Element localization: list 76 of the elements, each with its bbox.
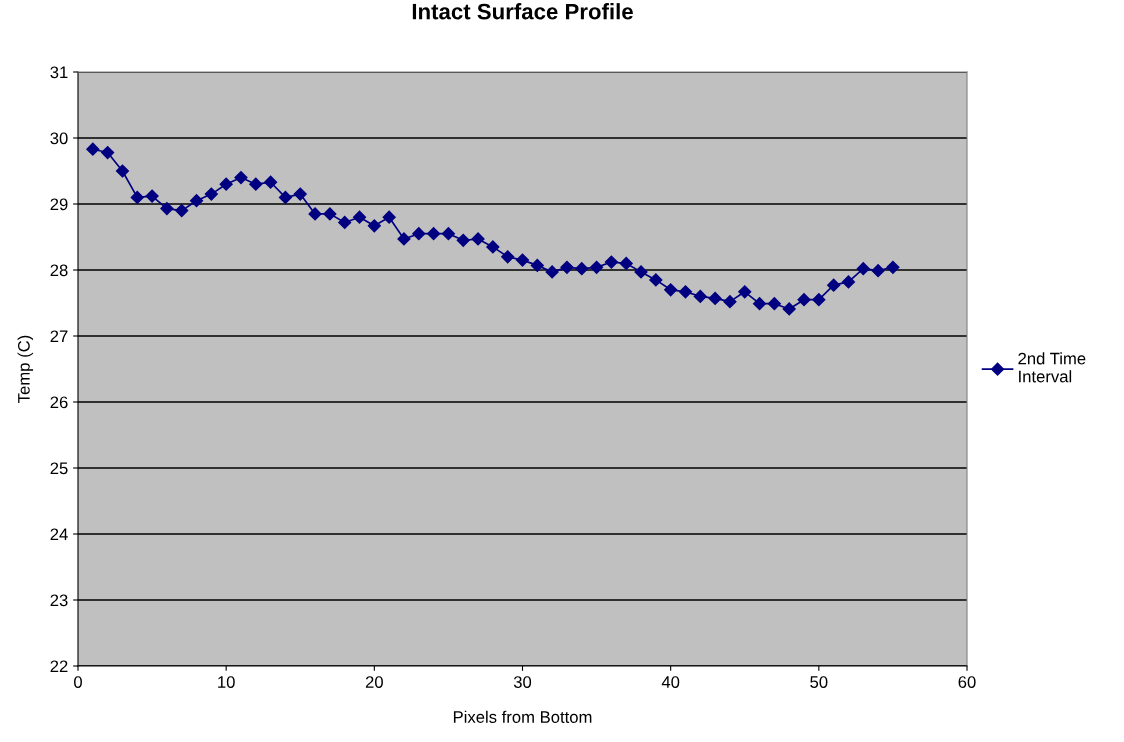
point (752, 297, 767, 311)
point (545, 265, 559, 279)
point (604, 255, 618, 269)
x-tick-label: 30 (513, 676, 532, 688)
x-tick-label: 0 (74, 676, 82, 688)
y-tick-label: 26 (50, 396, 68, 409)
point (323, 207, 337, 221)
point (619, 256, 633, 270)
y-tick-label: 30 (50, 132, 68, 145)
x-axis-title: Pixels from Bottom (453, 710, 592, 723)
point (219, 177, 233, 191)
point (264, 175, 278, 189)
point (678, 285, 693, 299)
point (204, 187, 218, 201)
point (249, 177, 263, 191)
y-tick-label: 22 (50, 660, 68, 673)
point (501, 250, 515, 264)
y-tick-label: 31 (50, 66, 68, 79)
point (471, 232, 485, 246)
point (189, 194, 204, 208)
point (530, 258, 544, 272)
x-tick-label: 50 (810, 676, 828, 688)
legend-label: 2nd Time Interval (1018, 352, 1086, 383)
point (427, 227, 441, 241)
point (515, 253, 530, 267)
y-tick-label: 23 (50, 594, 68, 607)
point (767, 297, 781, 311)
point (308, 207, 322, 221)
point (723, 295, 737, 309)
point (782, 302, 796, 316)
point (382, 210, 396, 224)
point (160, 202, 174, 216)
point (664, 283, 678, 297)
point (367, 219, 381, 233)
point (130, 190, 144, 204)
point (797, 293, 811, 307)
point (841, 275, 856, 289)
point (175, 204, 189, 218)
point (886, 260, 900, 274)
point (708, 291, 722, 305)
point (352, 210, 367, 224)
y-axis-title: Temp (C) (17, 335, 34, 403)
point (115, 164, 130, 178)
y-tick-label: 28 (50, 264, 68, 277)
x-tick-label: 40 (661, 676, 680, 688)
x-tick-label: 60 (958, 676, 976, 688)
y-tick-label: 25 (50, 462, 68, 475)
y-tick-label: 24 (50, 528, 68, 541)
point (456, 233, 470, 247)
point (412, 227, 426, 241)
point (693, 289, 707, 303)
point (293, 187, 307, 201)
x-tick-label: 10 (218, 676, 235, 688)
point (871, 264, 885, 278)
point (101, 145, 115, 160)
y-tick-label: 27 (50, 330, 68, 343)
point (145, 189, 159, 203)
point (589, 260, 604, 274)
point (278, 190, 293, 204)
point (86, 142, 100, 156)
point (397, 232, 411, 246)
point (441, 227, 456, 241)
point (812, 293, 826, 307)
point (338, 215, 352, 230)
point (486, 240, 500, 254)
chart-title: Intact Surface Profile (412, 3, 633, 20)
point (234, 171, 248, 185)
point (575, 262, 589, 276)
point (649, 273, 663, 287)
point (856, 262, 870, 276)
y-tick-label: 29 (50, 198, 68, 211)
point (738, 285, 752, 299)
point (634, 265, 648, 279)
point (560, 260, 574, 274)
point (827, 278, 841, 292)
x-tick-label: 20 (365, 676, 383, 688)
